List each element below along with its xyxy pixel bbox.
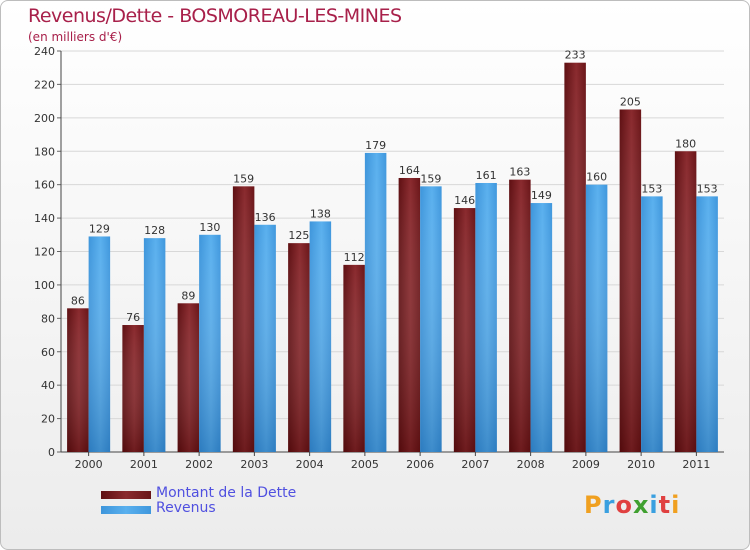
- data-label-dette: 112: [344, 251, 365, 264]
- logo-letter: P: [584, 491, 603, 519]
- data-label-revenus: 159: [420, 172, 441, 185]
- data-label-revenus: 153: [641, 182, 662, 195]
- logo-letter: o: [615, 491, 633, 519]
- data-label-dette: 164: [399, 164, 420, 177]
- data-label-dette: 125: [288, 229, 309, 242]
- bar-shade-dette-2007: [453, 208, 476, 452]
- data-label-revenus: 136: [255, 211, 276, 224]
- data-label-dette: 76: [126, 311, 140, 324]
- x-tick-label: 2004: [296, 458, 324, 471]
- data-label-dette: 233: [565, 49, 586, 62]
- bar-shade-revenus-2011: [696, 196, 718, 452]
- data-label-revenus: 161: [476, 169, 497, 182]
- data-label-revenus: 179: [365, 139, 386, 152]
- bar-shade-revenus-2005: [364, 152, 387, 452]
- bar-shade-dette-2002: [177, 303, 200, 452]
- data-label-revenus: 128: [144, 224, 165, 237]
- y-tick-label: 80: [41, 312, 55, 325]
- legend-label-dette: Montant de la Dette: [156, 485, 297, 501]
- logo-letter: i: [649, 491, 659, 519]
- legend-label-revenus: Revenus: [156, 500, 216, 516]
- data-label-dette: 86: [71, 294, 85, 307]
- bar-shade-dette-2005: [343, 264, 365, 452]
- data-label-dette: 205: [620, 95, 641, 108]
- bar-shade-revenus-2000: [88, 236, 111, 452]
- proxiti-logo: Proxiti: [584, 491, 680, 519]
- bar-shade-dette-2003: [232, 186, 255, 452]
- y-tick-label: 0: [48, 446, 55, 459]
- y-tick-label: 220: [34, 78, 55, 91]
- data-label-dette: 159: [233, 172, 254, 185]
- logo-letter: r: [602, 491, 616, 519]
- legend-swatch-revenus: [101, 506, 151, 514]
- x-tick-label: 2008: [517, 458, 545, 471]
- data-label-dette: 180: [675, 137, 696, 150]
- bar-shade-dette-2009: [564, 62, 586, 453]
- logo-letter: x: [632, 491, 650, 519]
- bar-shade-dette-2000: [67, 308, 89, 452]
- logo-letter: i: [671, 491, 681, 519]
- x-tick-label: 2005: [351, 458, 379, 471]
- y-tick-label: 180: [34, 145, 55, 158]
- bar-shade-revenus-2002: [199, 234, 221, 452]
- bar-shade-dette-2010: [619, 109, 642, 453]
- x-tick-label: 2011: [682, 458, 710, 471]
- y-tick-label: 140: [34, 212, 55, 225]
- data-label-revenus: 153: [697, 182, 718, 195]
- data-label-dette: 89: [181, 289, 195, 302]
- bar-shade-revenus-2008: [530, 203, 553, 452]
- x-tick-label: 2009: [572, 458, 600, 471]
- x-tick-label: 2003: [240, 458, 268, 471]
- y-tick-label: 20: [41, 413, 55, 426]
- bar-shade-revenus-2009: [585, 184, 608, 452]
- x-tick-label: 2007: [461, 458, 489, 471]
- chart-title: Revenus/Dette - BOSMOREAU-LES-MINES: [28, 5, 402, 27]
- x-tick-label: 2002: [185, 458, 213, 471]
- x-tick-label: 2006: [406, 458, 434, 471]
- y-tick-label: 100: [34, 279, 55, 292]
- y-tick-label: 120: [34, 246, 55, 259]
- data-label-revenus: 130: [199, 221, 220, 234]
- bar-shade-dette-2004: [288, 243, 310, 452]
- bar-shade-dette-2006: [398, 177, 421, 452]
- bar-shade-revenus-2010: [641, 196, 663, 452]
- x-tick-label: 2001: [130, 458, 158, 471]
- x-tick-label: 2000: [75, 458, 103, 471]
- y-tick-label: 200: [34, 112, 55, 125]
- logo-letter: t: [658, 491, 672, 519]
- data-label-revenus: 138: [310, 207, 331, 220]
- x-tick-label: 2010: [627, 458, 655, 471]
- data-label-dette: 163: [509, 166, 530, 179]
- y-tick-label: 40: [41, 379, 55, 392]
- legend-swatch-dette: [101, 491, 151, 499]
- bar-shade-revenus-2007: [475, 182, 497, 452]
- data-label-revenus: 160: [586, 171, 607, 184]
- bar-shade-revenus-2003: [254, 224, 276, 452]
- data-label-revenus: 149: [531, 189, 552, 202]
- data-label-dette: 146: [454, 194, 475, 207]
- y-tick-label: 60: [41, 346, 55, 359]
- y-tick-label: 160: [34, 179, 55, 192]
- bar-shade-revenus-2001: [143, 238, 166, 452]
- bar-shade-dette-2011: [674, 151, 697, 452]
- bar-shade-revenus-2004: [309, 221, 332, 452]
- bar-shade-dette-2008: [509, 179, 531, 452]
- y-tick-label: 240: [34, 45, 55, 58]
- data-label-revenus: 129: [89, 222, 110, 235]
- chart-subtitle: (en milliers d'€): [28, 30, 123, 44]
- bar-shade-dette-2001: [122, 325, 144, 452]
- bar-shade-revenus-2006: [420, 186, 442, 452]
